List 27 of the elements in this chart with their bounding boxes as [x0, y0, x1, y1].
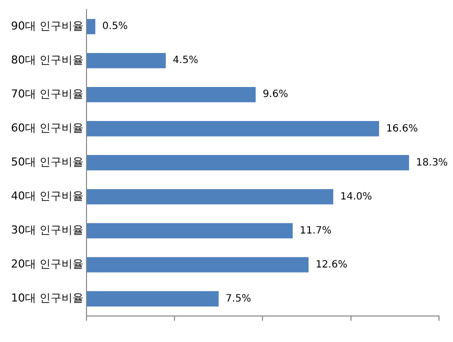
bar	[86, 121, 380, 136]
y-tick-label: 20대 인구비율	[10, 258, 84, 271]
bar	[86, 189, 334, 204]
data-label: 16.6%	[386, 123, 418, 134]
bar	[86, 291, 219, 306]
data-label: 9.6%	[262, 89, 288, 100]
bar	[86, 155, 410, 170]
y-tick-label: 30대 인구비율	[10, 224, 84, 237]
bar	[86, 18, 96, 34]
data-label: 14.0%	[340, 191, 372, 202]
y-tick-label: 80대 인구비율	[10, 53, 84, 66]
y-tick-label: 90대 인구비율	[10, 19, 84, 32]
y-tick-label: 10대 인구비율	[10, 292, 84, 305]
bar	[86, 87, 256, 102]
data-label: 4.5%	[172, 55, 198, 66]
data-label: 12.6%	[316, 259, 348, 270]
y-tick-label: 70대 인구비율	[10, 88, 84, 101]
y-tick-label: 50대 인구비율	[10, 156, 84, 169]
y-tick-label: 40대 인구비율	[10, 190, 84, 203]
bar	[86, 257, 309, 272]
data-label: 18.3%	[416, 157, 448, 168]
data-label: 0.5%	[102, 21, 128, 32]
data-label: 7.5%	[226, 293, 252, 304]
bar	[86, 223, 293, 238]
bar	[86, 52, 166, 68]
y-tick-label: 60대 인구비율	[10, 122, 84, 135]
data-label: 11.7%	[300, 225, 332, 236]
